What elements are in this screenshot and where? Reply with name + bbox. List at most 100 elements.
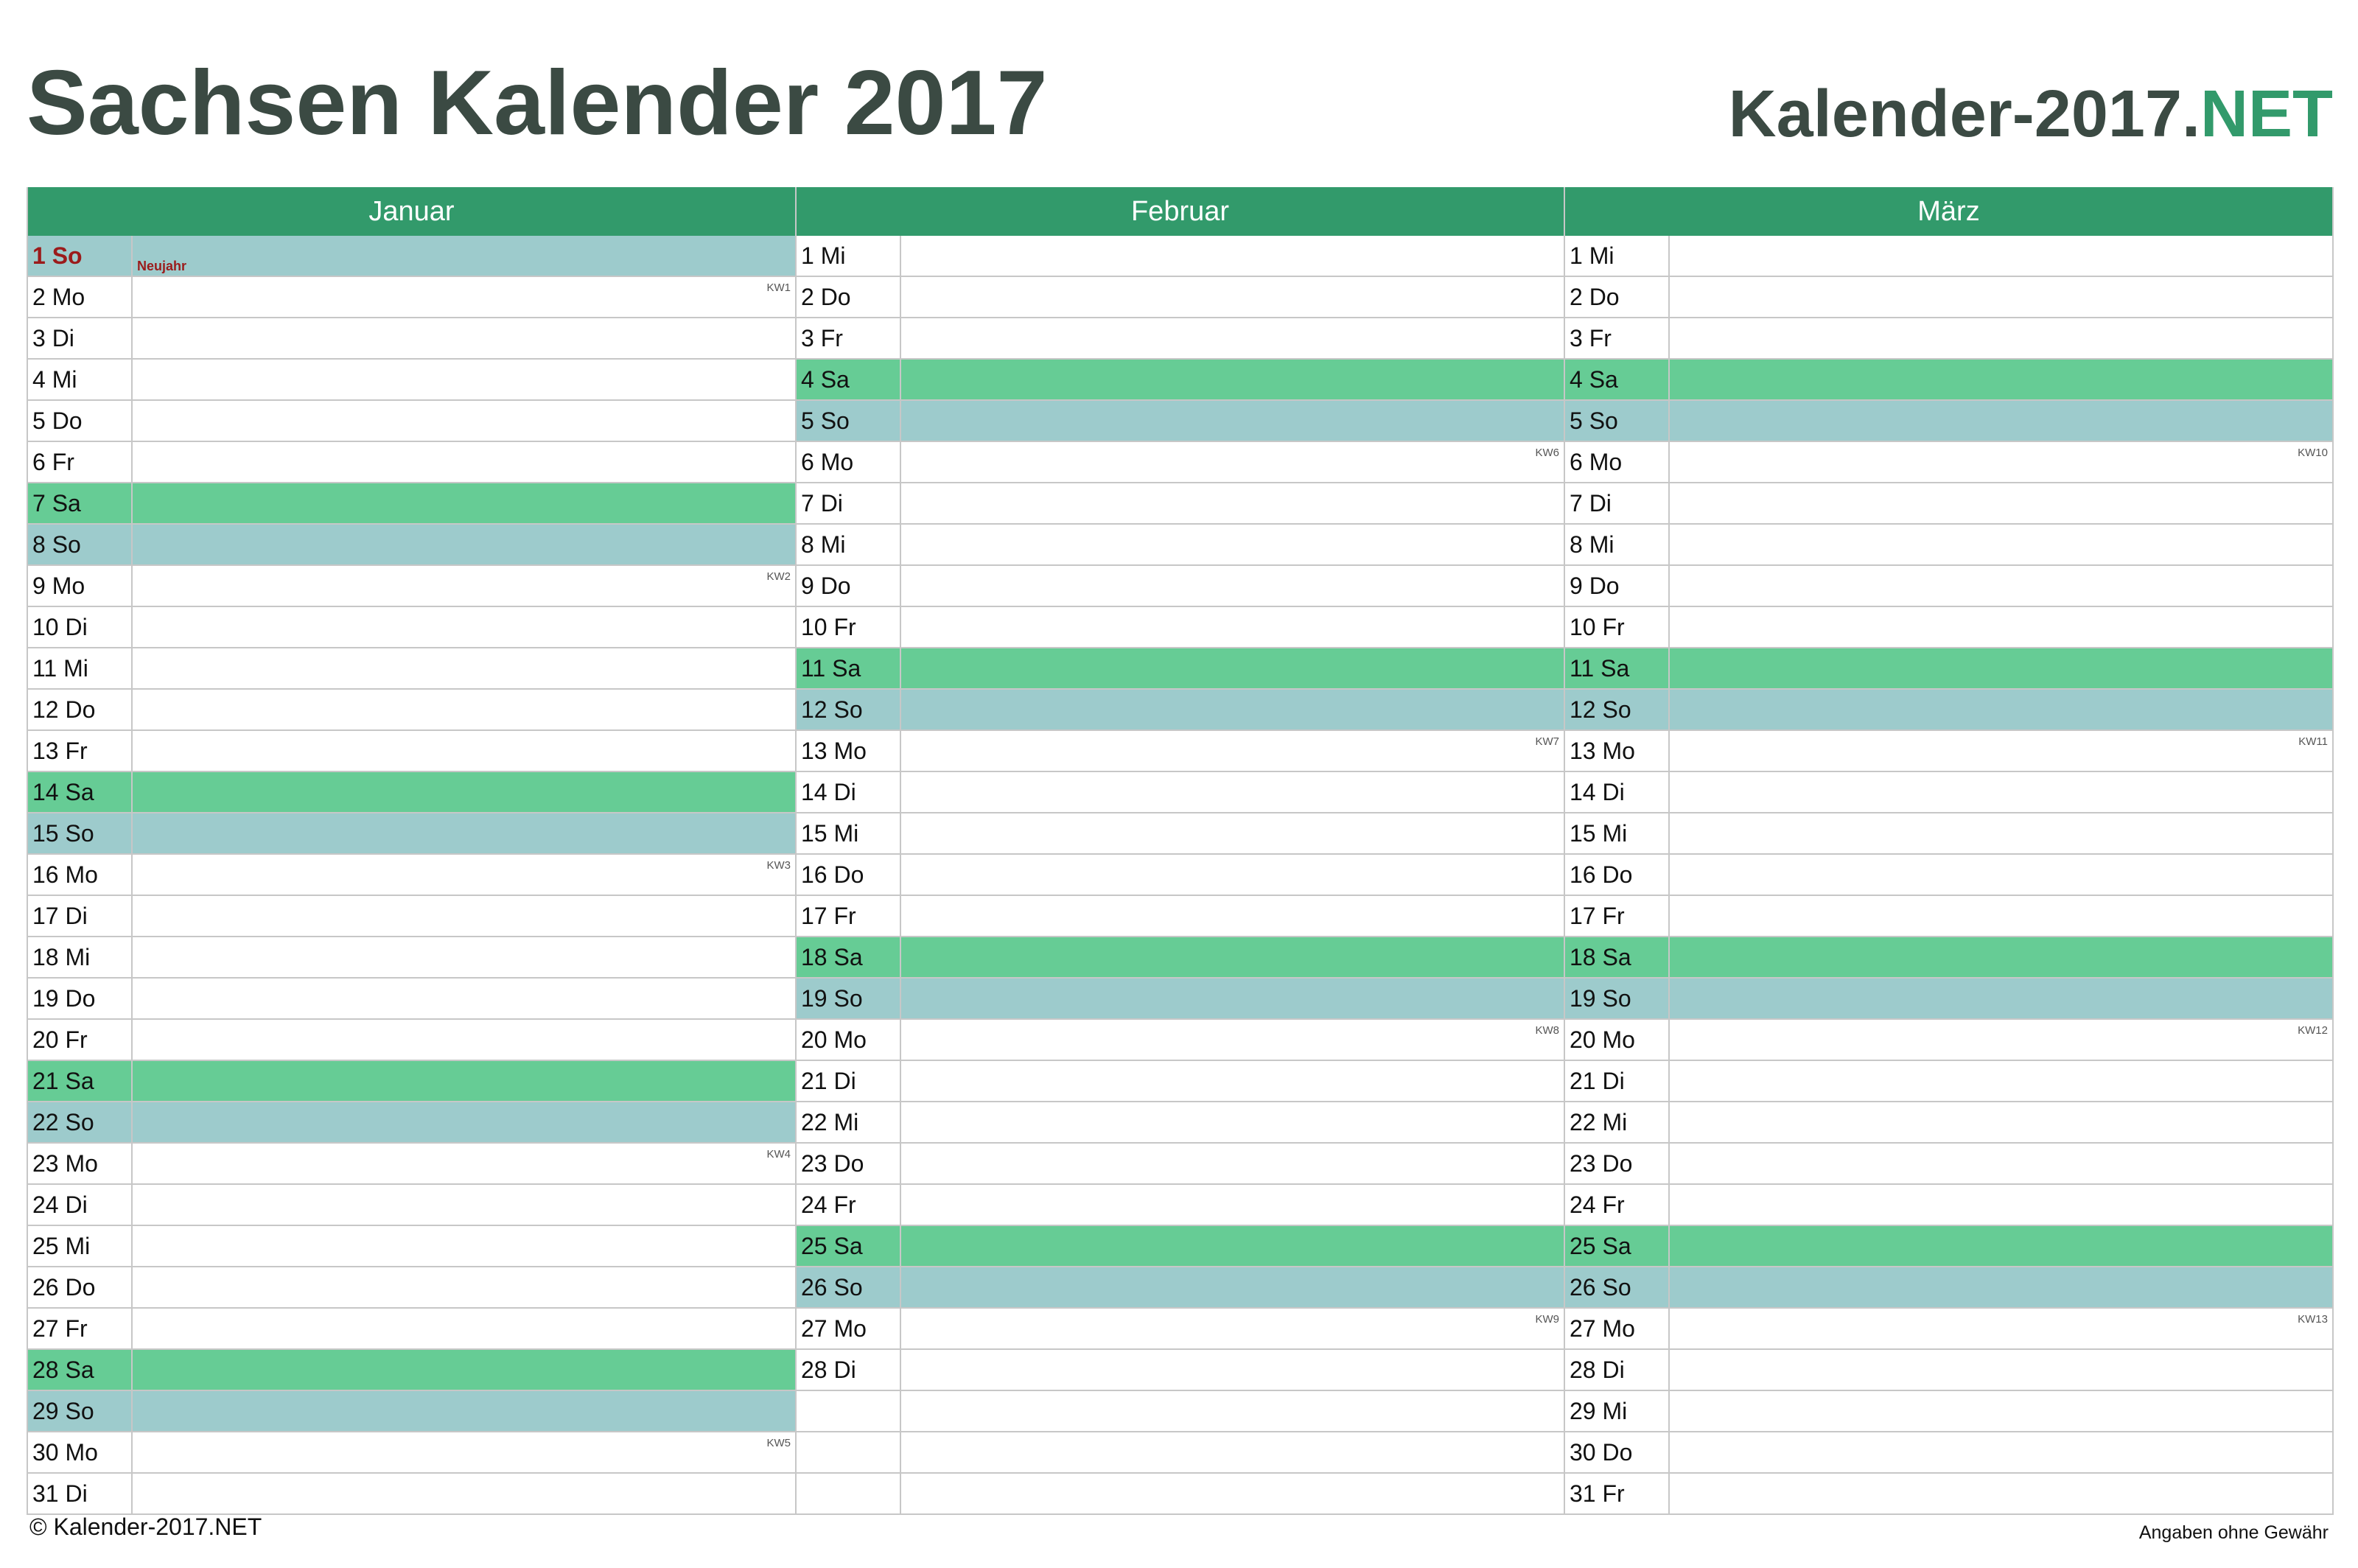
day-notes-cell [1670,1267,2332,1307]
day-row: 21 Di [797,1061,1564,1102]
day-row: 19 So [1565,979,2332,1020]
day-label: 14 Di [1565,772,1670,812]
day-label: 31 Fr [1565,1474,1670,1513]
day-label: 19 Do [28,979,133,1018]
day-label: 28 Sa [28,1350,133,1390]
day-label: 24 Di [28,1185,133,1225]
week-number: KW2 [766,570,791,583]
day-row: 31 Di [28,1474,795,1515]
day-notes-cell [1670,566,2332,606]
day-row: 27 Mo KW13 [1565,1309,2332,1350]
day-notes-cell [133,648,795,688]
day-notes-cell [901,1226,1564,1266]
day-notes-cell [1670,277,2332,317]
day-notes-cell [1670,937,2332,977]
day-label: 2 Do [1565,277,1670,317]
day-row: 21 Sa [28,1061,795,1102]
day-row: 19 So [797,979,1564,1020]
day-notes-cell [133,1226,795,1266]
day-notes-cell [1670,483,2332,523]
day-notes-cell [901,318,1564,358]
day-row: 16 Mo KW3 [28,855,795,896]
day-label: 17 Di [28,896,133,936]
day-label: 13 Mo [797,731,901,771]
day-label: 9 Do [797,566,901,606]
day-notes-cell [1670,1144,2332,1183]
day-notes-cell [901,979,1564,1018]
day-row: 1 Mi [797,236,1564,277]
day-row: 18 Mi [28,937,795,979]
day-row: 11 Mi [28,648,795,690]
day-notes-cell [133,979,795,1018]
day-label: 2 Mo [28,277,133,317]
day-row: 28 Di [797,1350,1564,1391]
day-label: 13 Fr [28,731,133,771]
day-row [797,1391,1564,1432]
day-label: 27 Mo [1565,1309,1670,1348]
day-label [797,1474,901,1513]
day-label: 1 Mi [1565,236,1670,276]
day-label: 16 Do [1565,855,1670,895]
day-label: 6 Mo [797,442,901,482]
day-row: 26 So [797,1267,1564,1309]
day-row: 20 Fr [28,1020,795,1061]
day-label: 29 Mi [1565,1391,1670,1431]
day-notes-cell: KW4 [133,1144,795,1183]
day-row: 2 Mo KW1 [28,277,795,318]
day-notes-cell [133,318,795,358]
day-label: 12 So [797,690,901,729]
day-label: 23 Do [1565,1144,1670,1183]
day-row: 30 Do [1565,1432,2332,1474]
day-label: 21 Sa [28,1061,133,1101]
day-label: 18 Sa [797,937,901,977]
day-notes-cell [1670,401,2332,441]
day-notes-cell [901,1144,1564,1183]
day-row: 15 Mi [1565,813,2332,855]
day-row: 10 Fr [1565,607,2332,648]
day-notes-cell [1670,1185,2332,1225]
day-row [797,1432,1564,1474]
day-row: 8 Mi [1565,525,2332,566]
week-number: KW10 [2298,447,2328,459]
day-notes-cell [133,1102,795,1142]
day-row: 3 Fr [1565,318,2332,360]
day-notes-cell: KW8 [901,1020,1564,1060]
day-notes-cell [1670,648,2332,688]
day-row: 13 Mo KW7 [797,731,1564,772]
brand-net: NET [2200,77,2333,151]
day-row: 14 Sa [28,772,795,813]
day-label: 22 Mi [797,1102,901,1142]
day-row: 5 So [797,401,1564,442]
day-notes-cell [133,607,795,647]
day-notes-cell [1670,318,2332,358]
day-row: 19 Do [28,979,795,1020]
day-label: 3 Fr [1565,318,1670,358]
day-notes-cell [133,1391,795,1431]
day-notes-cell [901,937,1564,977]
month-header: Januar [28,187,795,236]
day-label: 1 Mi [797,236,901,276]
day-row: 27 Fr [28,1309,795,1350]
day-label: 3 Di [28,318,133,358]
day-notes-cell [1670,979,2332,1018]
day-row: 1 So Neujahr [28,236,795,277]
day-label: 28 Di [1565,1350,1670,1390]
day-label: 19 So [797,979,901,1018]
day-row: 17 Fr [797,896,1564,937]
page-title: Sachsen Kalender 2017 [27,52,1048,154]
day-label: 15 Mi [797,813,901,853]
day-label: 7 Di [797,483,901,523]
day-notes-cell [901,1267,1564,1307]
week-number: KW3 [766,859,791,872]
day-label: 7 Sa [28,483,133,523]
day-label: 18 Mi [28,937,133,977]
day-notes-cell [1670,813,2332,853]
day-notes-cell [901,401,1564,441]
day-label: 20 Mo [797,1020,901,1060]
day-row: 14 Di [1565,772,2332,813]
day-row: 1 Mi [1565,236,2332,277]
day-row: 15 So [28,813,795,855]
day-label [797,1391,901,1431]
day-label: 21 Di [797,1061,901,1101]
day-notes-cell [901,648,1564,688]
